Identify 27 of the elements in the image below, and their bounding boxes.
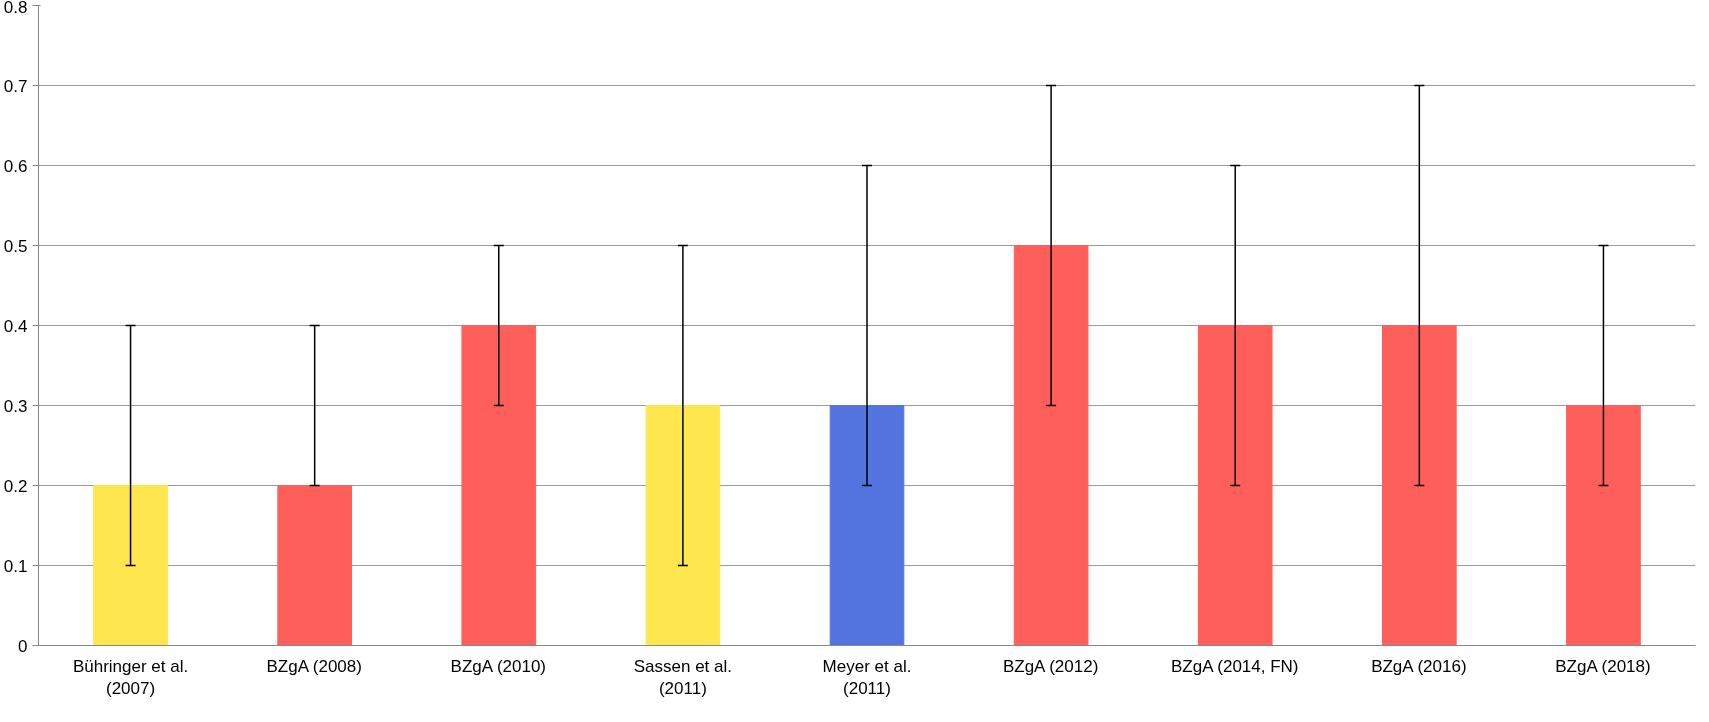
- y-tick-label: 0.8: [3, 0, 28, 17]
- x-tick-label: BZgA (2018): [1555, 656, 1651, 676]
- y-tick-label: 0.2: [3, 476, 28, 496]
- y-tick-label: 0.4: [3, 316, 28, 336]
- bar: [1566, 405, 1641, 646]
- x-tick-label: BZgA (2016): [1371, 656, 1467, 676]
- x-tick-label: Bühringer et al. (2007): [72, 656, 189, 699]
- bar: [1197, 325, 1273, 646]
- x-tick-label: BZgA (2008): [266, 656, 362, 676]
- y-tick-label: 0.6: [3, 156, 28, 176]
- bar: [1013, 245, 1089, 646]
- y-tick-label: 0.3: [3, 396, 28, 416]
- y-tick-label: 0.1: [3, 556, 28, 576]
- bar: [829, 405, 905, 646]
- bar: [277, 485, 352, 646]
- bar: [645, 405, 721, 646]
- x-tick-label: BZgA (2010): [450, 656, 547, 676]
- x-tick-label: Meyer et al. (2011): [822, 656, 912, 699]
- bar: [1382, 325, 1457, 646]
- x-tick-label: BZgA (2014, FN): [1170, 656, 1299, 676]
- x-tick-label: BZgA (2012): [1002, 656, 1099, 676]
- y-tick-label: 0.5: [3, 236, 28, 256]
- x-tick-label: Sassen et al. (2011): [633, 656, 733, 699]
- bar: [461, 325, 537, 646]
- y-tick-label: 0.7: [3, 76, 28, 96]
- bar: [93, 485, 168, 646]
- y-tick-label: 0: [18, 636, 28, 656]
